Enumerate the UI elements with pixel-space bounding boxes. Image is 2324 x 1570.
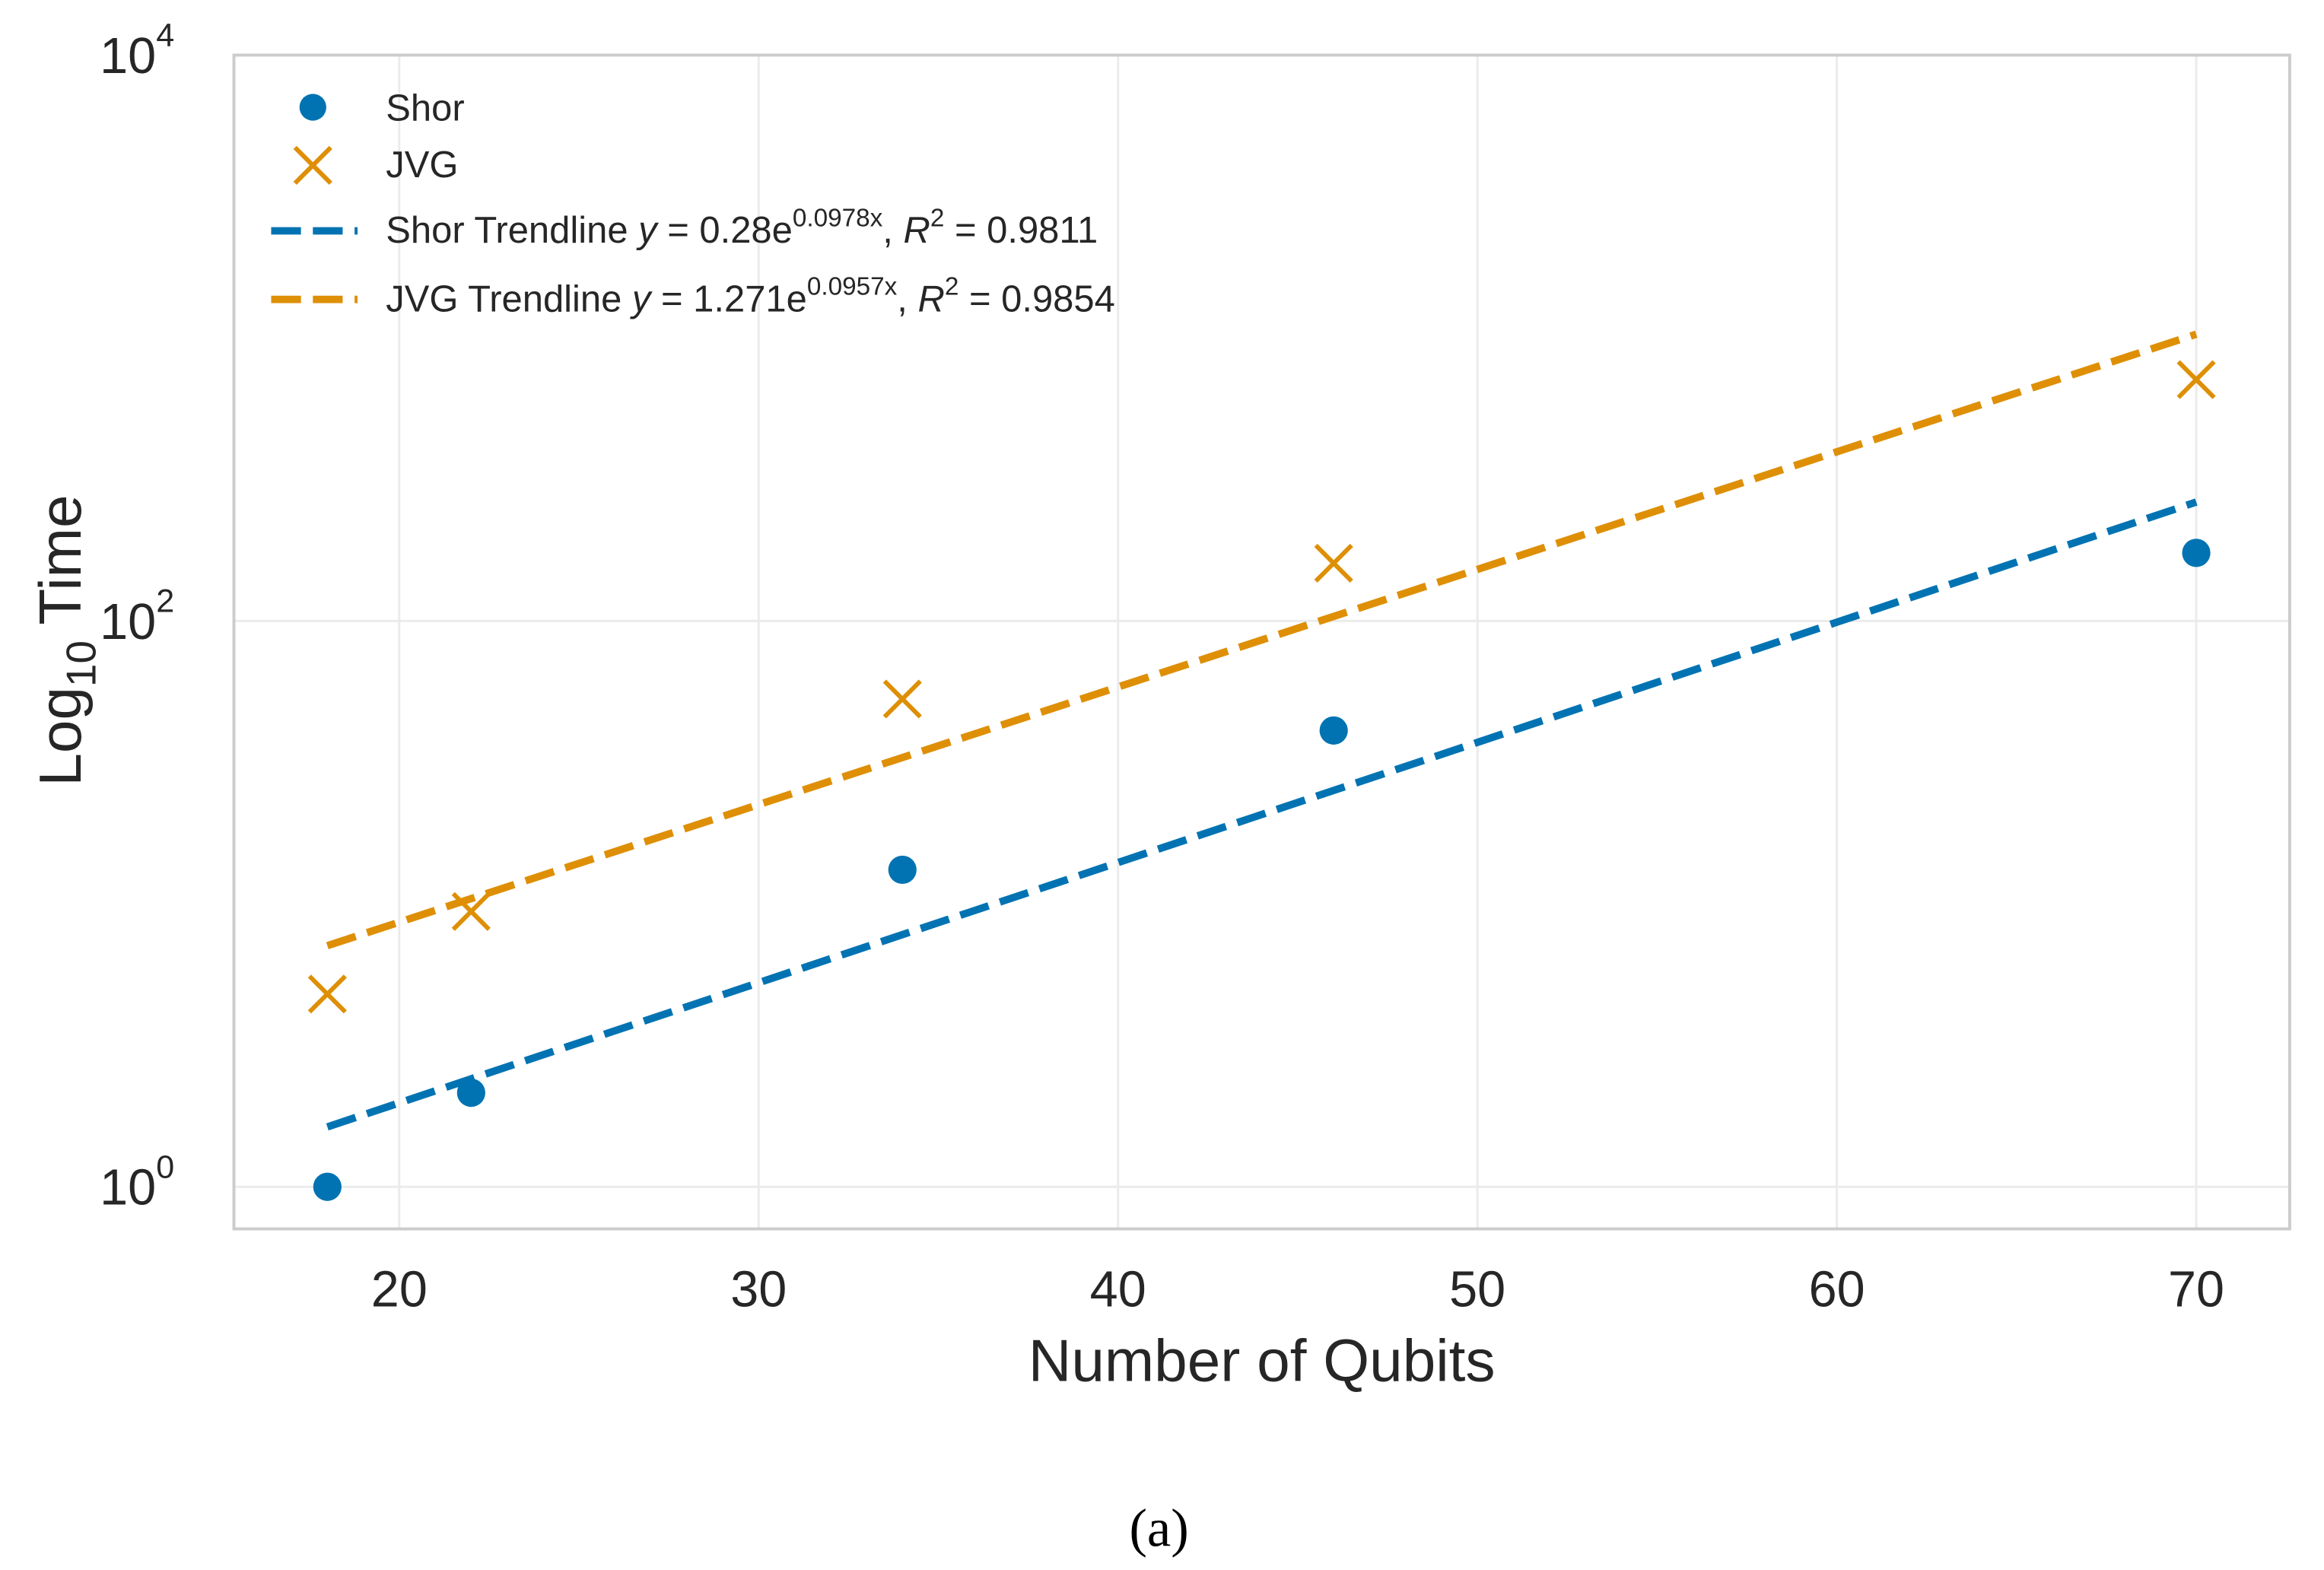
x-tick-label: 70: [2168, 1261, 2224, 1317]
y-ticks: 100 102 104: [100, 17, 174, 1216]
y-tick-label: 102: [100, 583, 174, 650]
x-tick-label: 50: [1449, 1261, 1505, 1317]
trendline-shor-trendline: [326, 498, 2198, 1131]
point-jvg: [307, 974, 347, 1014]
figure-caption: (a): [1129, 1499, 1188, 1559]
legend-label-shor: Shor: [386, 88, 464, 129]
point-shor: [456, 1078, 485, 1108]
plot-frame: [232, 53, 2291, 1231]
trendline-jvg-trendline: [326, 330, 2198, 949]
x-tick-label: 20: [371, 1261, 428, 1317]
x-ticks: 20 30 40 50 60 70: [371, 1261, 2224, 1317]
point-shor: [2182, 539, 2211, 567]
point-jvg: [451, 891, 491, 931]
x-tick-label: 60: [1809, 1261, 1865, 1317]
y-axis-label: Log10 Time: [27, 494, 105, 786]
legend-label-jvg: JVG: [386, 145, 458, 186]
y-tick-label: 104: [100, 17, 174, 84]
point-shor: [1319, 716, 1348, 745]
legend: Shor JVG Shor Trendline y = 0.28e0.0978x…: [271, 88, 1115, 320]
y-tick-label: 100: [100, 1149, 174, 1216]
legend-label-shor-trend: Shor Trendline y = 0.28e0.0978x, R2 = 0.…: [386, 205, 1098, 252]
y-label-main: Log: [27, 687, 94, 787]
point-jvg: [1314, 543, 1353, 583]
point-jvg: [2176, 360, 2216, 399]
legend-marker-shor: [299, 94, 326, 121]
point-shor: [888, 855, 917, 885]
x-axis-label: Number of Qubits: [1028, 1327, 1496, 1394]
x-tick-label: 30: [730, 1261, 787, 1317]
x-tick-label: 40: [1090, 1261, 1146, 1317]
legend-label-jvg-trend: JVG Trendline y = 1.271e0.0957x, R2 = 0.…: [386, 273, 1115, 320]
legend-marker-jvg: [293, 145, 332, 185]
point-jvg: [882, 679, 922, 719]
point-shor: [313, 1172, 342, 1201]
marks: [307, 330, 2216, 1201]
y-label-rest: Time: [27, 494, 94, 640]
y-label-sub: 10: [57, 640, 104, 687]
